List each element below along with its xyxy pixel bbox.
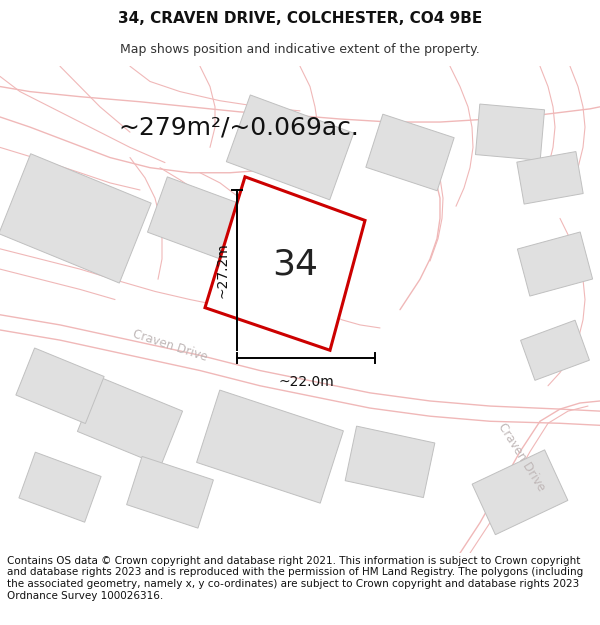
Text: ~27.2m: ~27.2m [215,242,229,298]
Polygon shape [521,320,589,381]
Polygon shape [226,95,353,200]
Text: Map shows position and indicative extent of the property.: Map shows position and indicative extent… [120,42,480,56]
Polygon shape [148,177,242,260]
Polygon shape [517,232,593,296]
Text: Craven Drive: Craven Drive [496,421,548,493]
Text: ~22.0m: ~22.0m [278,374,334,389]
Polygon shape [0,154,151,283]
Polygon shape [197,390,343,503]
Polygon shape [16,348,104,424]
Text: Craven Drive: Craven Drive [131,327,209,363]
Polygon shape [517,152,583,204]
Polygon shape [345,426,435,498]
Text: Contains OS data © Crown copyright and database right 2021. This information is : Contains OS data © Crown copyright and d… [7,556,583,601]
Polygon shape [205,177,365,350]
Polygon shape [77,377,182,466]
Text: 34: 34 [272,247,318,281]
Polygon shape [127,456,214,528]
Polygon shape [475,104,545,161]
Text: 34, CRAVEN DRIVE, COLCHESTER, CO4 9BE: 34, CRAVEN DRIVE, COLCHESTER, CO4 9BE [118,11,482,26]
Polygon shape [472,450,568,535]
Polygon shape [366,114,454,191]
Polygon shape [19,452,101,522]
Text: ~279m²/~0.069ac.: ~279m²/~0.069ac. [118,115,359,139]
